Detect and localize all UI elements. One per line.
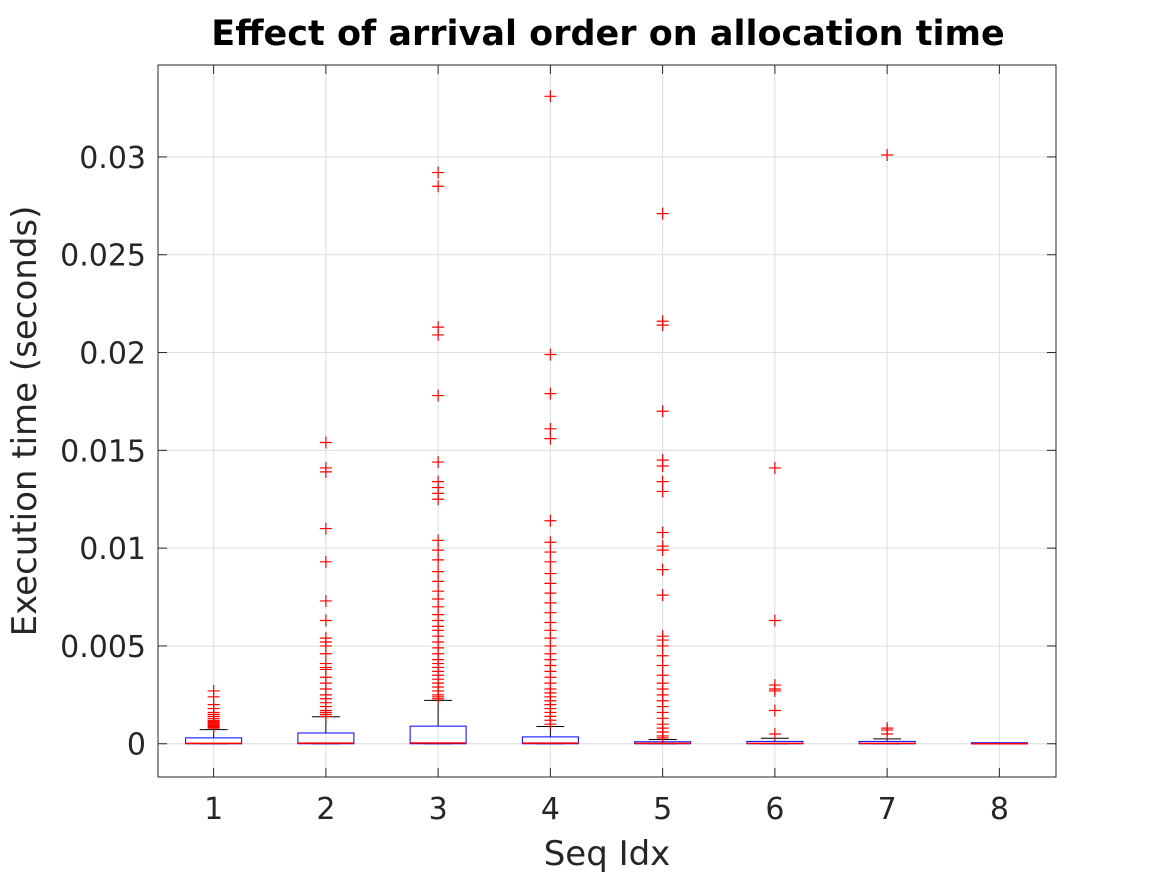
box-4 [521, 726, 579, 745]
box-series [185, 699, 1028, 745]
outlier-marker [432, 565, 445, 578]
outlier-series [207, 90, 894, 744]
outliers-7 [881, 148, 894, 740]
outliers-2 [319, 436, 332, 723]
outlier-marker [432, 534, 445, 547]
outliers-5 [656, 207, 669, 744]
outlier-marker [881, 148, 894, 161]
outlier-marker [656, 315, 669, 328]
outlier-marker [656, 454, 669, 467]
outliers-6 [768, 461, 781, 740]
outlier-marker [768, 679, 781, 692]
outlier-marker [544, 387, 557, 400]
y-axis-label: Execution time (seconds) [5, 206, 45, 637]
outlier-marker [432, 321, 445, 334]
outliers-4 [544, 90, 557, 731]
outlier-marker [544, 567, 557, 580]
x-tick-label: 6 [765, 792, 784, 827]
outlier-marker [656, 589, 669, 602]
x-tick-label: 4 [541, 792, 560, 827]
y-tick-label: 0.025 [60, 239, 146, 274]
outlier-marker [432, 166, 445, 179]
x-axis-label: Seq Idx [544, 834, 671, 874]
x-tick-label: 1 [204, 792, 223, 827]
outlier-marker [319, 522, 332, 535]
outlier-marker [656, 630, 669, 643]
outlier-marker [656, 207, 669, 220]
plot-frame [157, 64, 1057, 778]
outlier-marker [544, 514, 557, 527]
outlier-marker [319, 594, 332, 607]
outlier-marker [656, 540, 669, 553]
outliers-3 [432, 166, 445, 705]
x-tick-label: 3 [429, 792, 448, 827]
outlier-marker [656, 563, 669, 576]
y-tick-label: 0.03 [79, 141, 146, 176]
box-6 [746, 737, 804, 745]
outlier-marker [544, 348, 557, 361]
outlier-marker [319, 461, 332, 474]
y-tick-label: 0.01 [79, 532, 146, 567]
outlier-marker [656, 405, 669, 418]
outlier-marker [319, 555, 332, 568]
y-tick-label: 0.015 [60, 434, 146, 469]
box-iqr [409, 725, 467, 745]
outlier-marker [768, 461, 781, 474]
outlier-marker [432, 389, 445, 402]
x-axis-ticks: 1 2 3 4 5 6 7 8 [204, 65, 1009, 827]
outlier-marker [768, 727, 781, 740]
outlier-marker [432, 456, 445, 469]
y-tick-label: 0.005 [60, 630, 146, 665]
chart-title: Effect of arrival order on allocation ti… [211, 14, 1004, 54]
x-tick-label: 5 [653, 792, 672, 827]
outlier-marker [656, 475, 669, 488]
outlier-marker [207, 684, 220, 697]
outlier-marker [768, 614, 781, 627]
outliers-1 [207, 684, 220, 735]
outlier-marker [881, 722, 894, 735]
outlier-marker [544, 536, 557, 549]
x-tick-label: 7 [878, 792, 897, 827]
y-axis-ticks: 0 0.005 0.01 0.015 0.02 0.025 0.03 [60, 141, 1056, 763]
outlier-marker [319, 614, 332, 627]
outlier-marker [319, 436, 332, 449]
outlier-marker [656, 526, 669, 539]
box-8 [970, 742, 1028, 745]
y-tick-label: 0 [127, 728, 146, 763]
x-tick-label: 8 [990, 792, 1009, 827]
outlier-marker [432, 475, 445, 488]
outlier-marker [544, 422, 557, 435]
outlier-marker [768, 704, 781, 717]
y-tick-label: 0.02 [79, 337, 146, 372]
outlier-marker [544, 90, 557, 103]
box-7 [858, 738, 916, 745]
x-tick-label: 2 [316, 792, 335, 827]
outlier-marker [319, 632, 332, 645]
outlier-marker [432, 180, 445, 193]
